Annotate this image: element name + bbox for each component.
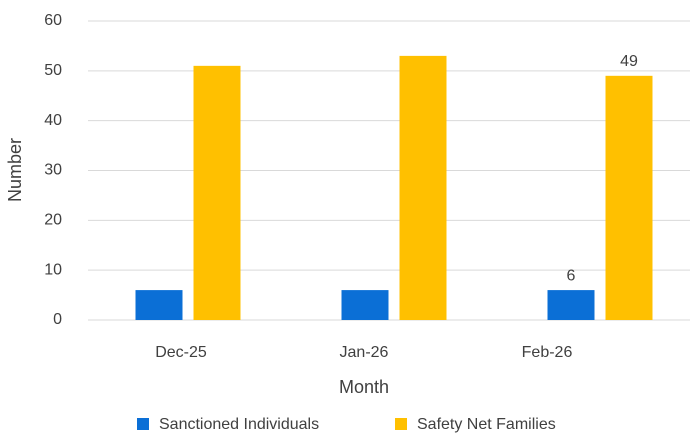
y-tick-label: 20 <box>44 212 62 229</box>
bar <box>605 75 653 320</box>
x-axis-title: Month <box>339 377 389 397</box>
y-tick-label: 30 <box>44 162 62 179</box>
y-tick-label: 50 <box>44 62 62 79</box>
bar <box>135 290 183 320</box>
bar <box>341 290 389 320</box>
bar <box>547 290 595 320</box>
x-tick-label: Jan-26 <box>340 344 389 361</box>
y-tick-label: 10 <box>44 261 62 278</box>
legend-swatch <box>137 418 149 430</box>
y-tick-label: 60 <box>44 12 62 29</box>
legend-swatch <box>395 418 407 430</box>
legend-label: Safety Net Families <box>417 416 556 433</box>
bar <box>193 65 241 320</box>
x-tick-label: Dec-25 <box>155 344 207 361</box>
y-axis-title: Number <box>5 138 25 202</box>
x-tick-label: Feb-26 <box>522 344 573 361</box>
y-tick-label: 0 <box>53 311 62 328</box>
data-label: 49 <box>620 53 638 70</box>
y-tick-label: 40 <box>44 112 62 129</box>
legend-label: Sanctioned Individuals <box>159 416 319 433</box>
data-label: 6 <box>567 267 576 284</box>
bar <box>399 55 447 321</box>
